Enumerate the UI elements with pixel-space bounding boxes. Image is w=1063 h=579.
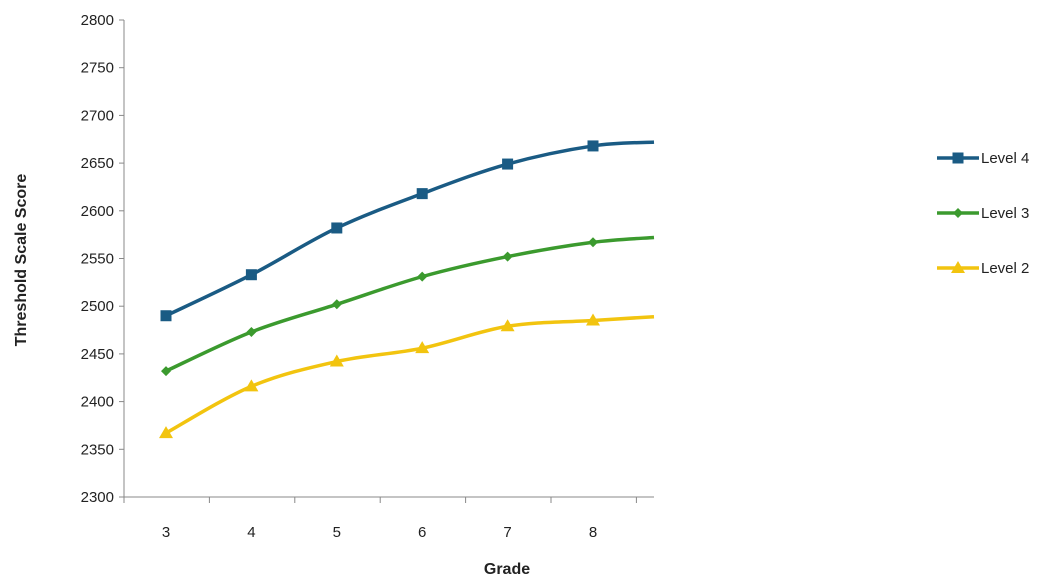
x-tick-label: 4 [247, 524, 255, 541]
data-point [331, 222, 343, 234]
data-point [245, 269, 257, 281]
legend-item: Level 3 [937, 205, 1029, 222]
x-tick-label: 7 [503, 524, 511, 541]
y-tick-label: 2450 [81, 346, 114, 363]
y-tick-label: 2650 [81, 155, 114, 172]
data-point [160, 310, 172, 322]
data-point [500, 319, 515, 332]
data-point [246, 326, 257, 337]
y-tick-label: 2400 [81, 394, 114, 411]
data-point [329, 354, 344, 367]
x-tick-label: 5 [333, 524, 341, 541]
data-point [502, 158, 514, 170]
y-tick-label: 2300 [81, 489, 114, 506]
data-point [331, 299, 342, 310]
series-level-3 [161, 235, 655, 377]
data-point [417, 271, 428, 282]
x-axis-title: Grade [484, 561, 530, 578]
legend-item: Level 4 [937, 150, 1029, 167]
legend-swatch-marker [951, 261, 965, 273]
series-level-4 [160, 140, 655, 322]
y-tick-label: 2750 [81, 60, 114, 77]
series-layer [159, 140, 655, 439]
data-point [588, 237, 598, 248]
legend-label: Level 4 [981, 150, 1029, 167]
legend-label: Level 2 [981, 260, 1029, 277]
data-point [244, 379, 259, 392]
x-tick-label: 6 [418, 524, 426, 541]
legend-swatch-marker [952, 152, 964, 164]
y-tick-label: 2500 [81, 298, 114, 315]
legend: Level 4 Level 3 Level 2 [937, 150, 1029, 277]
series-line [165, 314, 655, 435]
y-axis-ticks: 2300 2350 2400 2450 2500 2550 2600 2650 2700 2750… [81, 12, 124, 506]
data-point [161, 366, 171, 377]
y-axis-title: Threshold Scale Score [13, 174, 30, 347]
data-point [416, 188, 428, 200]
data-point [415, 341, 430, 354]
y-tick-label: 2800 [81, 12, 114, 29]
y-tick-label: 2550 [81, 251, 114, 268]
legend-item: Level 2 [937, 260, 1029, 277]
series-line [165, 140, 655, 318]
data-point [586, 313, 600, 326]
data-point [502, 251, 513, 262]
y-tick-label: 2700 [81, 107, 114, 124]
y-tick-label: 2350 [81, 441, 114, 458]
series-level-2 [159, 313, 655, 439]
data-point [159, 426, 173, 439]
y-tick-label: 2600 [81, 203, 114, 220]
axes [123, 20, 654, 498]
legend-swatch-marker [953, 208, 963, 218]
data-point [587, 140, 599, 152]
legend-label: Level 3 [981, 205, 1029, 222]
x-axis-ticks: 3 4 5 6 7 8 [123, 497, 637, 541]
x-tick-label: 3 [162, 524, 170, 541]
x-tick-label: 8 [589, 524, 597, 541]
